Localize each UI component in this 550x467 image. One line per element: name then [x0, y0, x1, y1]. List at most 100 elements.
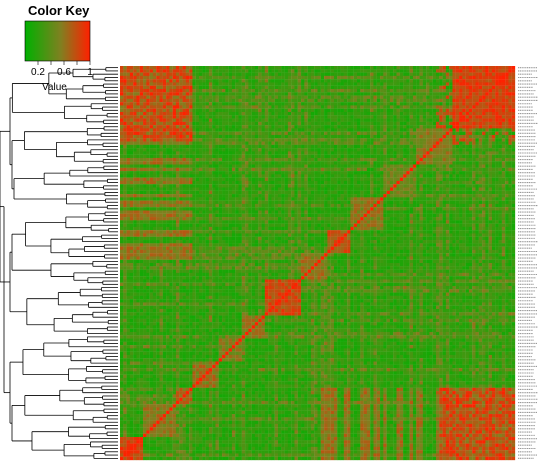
heatmap-cell — [370, 187, 374, 191]
heatmap-cell — [159, 125, 163, 129]
heatmap-cell — [251, 161, 256, 165]
heatmap-cell — [274, 102, 279, 106]
heatmap-cell — [452, 157, 456, 162]
heatmap-cell — [337, 184, 341, 188]
heatmap-cell — [268, 187, 272, 191]
heatmap-cell — [182, 144, 186, 149]
heatmap-cell — [495, 171, 499, 175]
heatmap-cell — [347, 151, 351, 155]
heatmap-cell — [406, 148, 410, 152]
heatmap-cell — [235, 180, 239, 185]
heatmap-cell — [393, 115, 397, 119]
heatmap-cell — [324, 118, 328, 122]
heatmap-cell — [386, 184, 391, 188]
heatmap-cell — [333, 151, 338, 155]
heatmap-cell — [195, 134, 200, 139]
heatmap-cell — [235, 102, 239, 106]
heatmap-cell — [162, 88, 167, 93]
heatmap-cell — [310, 121, 315, 126]
heatmap-cell — [284, 134, 289, 139]
heatmap-cell — [478, 157, 483, 162]
heatmap-cell — [274, 82, 279, 86]
heatmap-cell — [373, 121, 377, 126]
heatmap-cell — [291, 79, 295, 83]
heatmap-cell — [324, 161, 328, 165]
heatmap-cell — [301, 102, 305, 106]
heatmap-cell — [363, 75, 368, 80]
heatmap-cell — [475, 154, 479, 159]
heatmap-cell — [360, 134, 364, 139]
heatmap-cell — [343, 111, 348, 116]
heatmap-cell — [320, 111, 325, 116]
heatmap-cell — [120, 102, 124, 106]
heatmap-cell — [491, 138, 496, 142]
heatmap-cell — [185, 75, 190, 80]
heatmap-cell — [340, 177, 344, 182]
heatmap-cell — [482, 167, 486, 172]
heatmap-cell — [182, 92, 186, 96]
heatmap-cell — [284, 141, 289, 145]
heatmap-cell — [195, 121, 200, 126]
heatmap-cell — [340, 121, 344, 126]
heatmap-cell — [202, 161, 206, 165]
heatmap-cell — [179, 85, 183, 90]
heatmap-cell — [179, 69, 183, 73]
heatmap-cell — [281, 75, 285, 80]
heatmap-cell — [304, 180, 308, 185]
heatmap-cell — [327, 154, 331, 159]
heatmap-cell — [222, 115, 226, 119]
heatmap-cell — [436, 108, 440, 113]
heatmap-cell — [386, 125, 391, 129]
heatmap-cell — [393, 187, 397, 191]
heatmap-cell — [225, 161, 229, 165]
heatmap-cell — [310, 177, 315, 182]
heatmap-cell — [432, 184, 437, 188]
heatmap-cell — [149, 66, 154, 70]
heatmap-cell — [208, 174, 213, 178]
heatmap-cell — [254, 174, 259, 178]
heatmap-cell — [208, 154, 213, 159]
heatmap-cell — [393, 128, 397, 132]
heatmap-cell — [241, 75, 246, 80]
heatmap-cell — [136, 171, 140, 175]
heatmap-cell — [126, 128, 131, 132]
heatmap-cell — [287, 66, 292, 70]
heatmap-cell — [498, 144, 502, 149]
heatmap-cell — [212, 180, 216, 185]
heatmap-cell — [475, 174, 479, 178]
heatmap-cell — [449, 79, 453, 83]
heatmap-cell — [175, 167, 180, 172]
heatmap-cell — [143, 69, 147, 73]
heatmap-cell — [172, 167, 177, 172]
heatmap-cell — [287, 174, 292, 178]
heatmap-cell — [149, 72, 154, 76]
heatmap-cell — [416, 164, 420, 168]
heatmap-cell — [501, 164, 506, 168]
heatmap-cell — [291, 141, 295, 145]
heatmap-cell — [357, 141, 361, 145]
heatmap-cell — [406, 98, 410, 103]
heatmap-cell — [485, 92, 489, 96]
heatmap-cell — [248, 154, 252, 159]
heatmap-cell — [412, 131, 417, 136]
heatmap-cell — [301, 174, 305, 178]
heatmap-cell — [304, 187, 308, 191]
heatmap-cell — [373, 128, 377, 132]
heatmap-cell — [254, 102, 259, 106]
heatmap-cell — [432, 138, 437, 142]
heatmap-cell — [301, 79, 305, 83]
heatmap-cell — [251, 154, 256, 159]
heatmap-cell — [284, 66, 289, 70]
heatmap-cell — [330, 85, 335, 90]
heatmap-cell — [307, 167, 312, 172]
heatmap-cell — [208, 66, 213, 70]
heatmap-cell — [235, 98, 239, 103]
heatmap-cell — [383, 92, 387, 96]
heatmap-cell — [254, 177, 259, 182]
heatmap-cell — [360, 177, 364, 182]
heatmap-cell — [320, 66, 325, 70]
heatmap-cell — [330, 111, 335, 116]
heatmap-cell — [304, 75, 308, 80]
heatmap-cell — [347, 88, 351, 93]
heatmap-cell — [330, 98, 335, 103]
